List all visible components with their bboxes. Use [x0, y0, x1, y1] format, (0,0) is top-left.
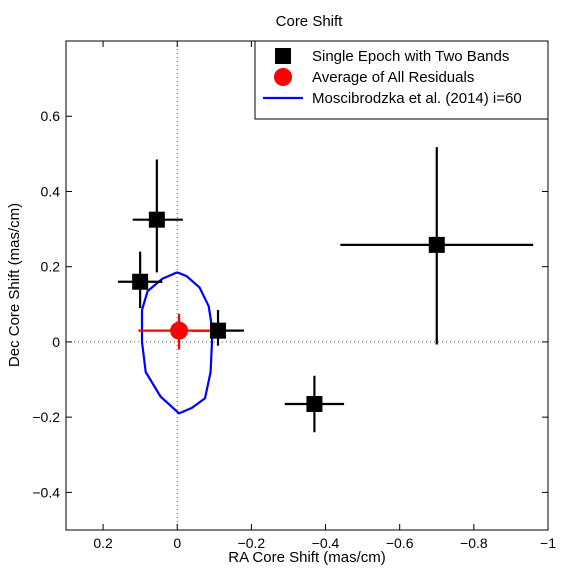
x-axis-label: RA Core Shift (mas/cm)	[228, 549, 386, 566]
legend-entry-label: Average of All Residuals	[312, 69, 474, 86]
y-tick-label: 0	[52, 334, 60, 350]
x-axis-ticks: 0.2 0 −0.2 −0.4 −0.6 −0.8 −1	[93, 41, 556, 551]
y-tick-label: 0.2	[41, 259, 61, 275]
x-tick-label: −1	[540, 535, 556, 551]
legend: Single Epoch with Two Bands Average of Al…	[254, 40, 549, 120]
x-tick-label: −0.6	[386, 535, 414, 551]
x-tick-label: 0	[173, 535, 181, 551]
model-ellipse-layer	[140, 271, 214, 415]
data-point-square	[210, 322, 227, 339]
legend-entry-label: Moscibrodzka et al. (2014) i=60	[312, 90, 522, 107]
y-tick-label: 0.4	[41, 183, 61, 199]
legend-box	[254, 40, 549, 120]
zero-lines	[66, 41, 548, 530]
data-point-square	[148, 211, 165, 228]
x-tick-label: −0.8	[460, 535, 488, 551]
y-tick-label: 0.6	[41, 108, 61, 124]
legend-swatch-circle	[274, 68, 292, 86]
x-tick-label: 0.2	[93, 535, 113, 551]
x-tick-label: −0.2	[238, 535, 266, 551]
data-point-square	[306, 395, 323, 412]
y-tick-label: −0.4	[32, 484, 60, 500]
markers-layer	[132, 211, 445, 412]
x-tick-label: −0.4	[312, 535, 340, 551]
data-point-circle	[170, 321, 189, 340]
legend-swatch-square	[275, 48, 291, 64]
model-curve	[140, 271, 214, 415]
chart-title: Core Shift	[276, 13, 344, 30]
y-tick-label: −0.2	[32, 409, 60, 425]
y-axis-ticks: −0.4 −0.2 0 0.2 0.4 0.6	[32, 108, 548, 500]
data-point-square	[132, 273, 149, 290]
data-point-square	[428, 236, 445, 253]
y-axis-label: Dec Core Shift (mas/cm)	[6, 203, 23, 367]
legend-entry-label: Single Epoch with Two Bands	[312, 48, 509, 65]
